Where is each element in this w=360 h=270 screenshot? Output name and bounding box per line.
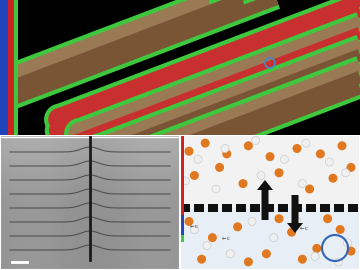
Circle shape [257, 171, 265, 180]
Circle shape [270, 234, 278, 242]
Bar [14, 0, 18, 135]
Circle shape [181, 177, 189, 185]
Text: $\leftarrow$c: $\leftarrow$c [220, 234, 231, 242]
Circle shape [244, 141, 253, 150]
Bar [348, 204, 358, 212]
Circle shape [190, 171, 199, 180]
Circle shape [233, 222, 242, 231]
Bar [180, 235, 184, 242]
Bar [194, 204, 204, 212]
Circle shape [226, 250, 234, 258]
Circle shape [197, 255, 206, 264]
Bar [334, 204, 344, 212]
Circle shape [244, 257, 253, 266]
Circle shape [298, 255, 307, 264]
Circle shape [208, 233, 217, 242]
Circle shape [312, 244, 321, 253]
Circle shape [329, 174, 338, 183]
Circle shape [275, 214, 284, 223]
Circle shape [346, 247, 356, 256]
Bar [306, 204, 316, 212]
Circle shape [215, 163, 224, 172]
Bar [292, 204, 302, 212]
Circle shape [262, 249, 271, 258]
Circle shape [342, 169, 350, 177]
Circle shape [287, 228, 296, 237]
Circle shape [275, 168, 284, 177]
Text: $\leftarrow$c: $\leftarrow$c [188, 222, 199, 230]
Circle shape [252, 136, 260, 144]
Circle shape [338, 141, 346, 150]
Bar [250, 204, 260, 212]
Circle shape [190, 225, 198, 234]
Circle shape [221, 144, 229, 153]
Circle shape [298, 180, 306, 188]
Circle shape [302, 139, 310, 147]
Circle shape [343, 239, 351, 247]
Circle shape [280, 155, 288, 163]
Bar [8, 0, 14, 135]
Circle shape [346, 163, 356, 172]
Bar [236, 204, 246, 212]
Bar [180, 208, 360, 270]
FancyArrow shape [257, 180, 273, 220]
Bar [180, 215, 184, 235]
Bar [0, 0, 8, 135]
Circle shape [325, 158, 333, 166]
Circle shape [248, 217, 256, 225]
Circle shape [194, 155, 202, 163]
Circle shape [222, 149, 231, 158]
Circle shape [201, 139, 210, 148]
Circle shape [292, 144, 302, 153]
Bar [180, 135, 184, 215]
Circle shape [212, 185, 220, 193]
Bar [264, 204, 274, 212]
Circle shape [238, 179, 248, 188]
Bar [320, 204, 330, 212]
Bar [278, 204, 288, 212]
Bar [180, 204, 190, 212]
Bar [180, 135, 360, 208]
Circle shape [185, 217, 194, 226]
Circle shape [311, 252, 319, 261]
Circle shape [316, 149, 325, 158]
Circle shape [334, 258, 342, 266]
Circle shape [185, 147, 194, 156]
Text: $\leftarrow$c: $\leftarrow$c [298, 224, 309, 232]
Bar [208, 204, 218, 212]
Circle shape [336, 225, 345, 234]
Circle shape [203, 242, 211, 250]
Circle shape [266, 152, 275, 161]
Circle shape [293, 217, 301, 225]
Circle shape [323, 214, 332, 223]
Circle shape [305, 184, 314, 194]
Bar [222, 204, 232, 212]
FancyArrow shape [287, 195, 303, 233]
